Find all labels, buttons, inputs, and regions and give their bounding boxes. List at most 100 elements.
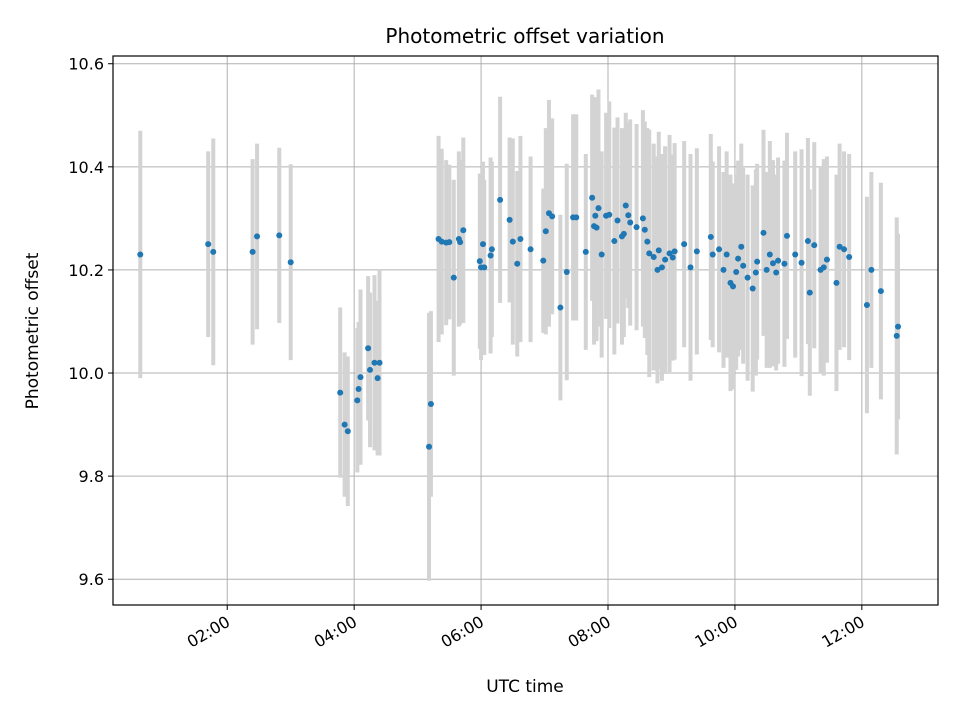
data-point xyxy=(527,246,534,253)
x-tick-label: 02:00 xyxy=(184,612,233,652)
data-point xyxy=(877,288,884,295)
data-point xyxy=(506,216,513,223)
data-point xyxy=(625,212,632,219)
data-point xyxy=(365,345,372,352)
data-point xyxy=(846,254,853,261)
data-point xyxy=(733,268,740,275)
data-point xyxy=(781,260,788,267)
x-axis-label: UTC time xyxy=(486,677,564,697)
data-point xyxy=(479,241,486,248)
x-tick-label: 04:00 xyxy=(311,612,360,652)
x-tick-label: 06:00 xyxy=(438,612,487,652)
data-point xyxy=(836,243,843,250)
data-point xyxy=(446,239,453,246)
data-point xyxy=(730,283,737,290)
data-point xyxy=(614,217,621,224)
data-point xyxy=(374,375,381,382)
data-point xyxy=(542,228,549,235)
data-point xyxy=(811,242,818,249)
data-point xyxy=(893,332,900,339)
data-point xyxy=(481,264,488,271)
data-point xyxy=(868,266,875,273)
data-point xyxy=(639,215,646,222)
data-point xyxy=(720,266,727,273)
data-point xyxy=(476,258,483,265)
data-point xyxy=(582,248,589,255)
data-point xyxy=(276,232,283,239)
data-point xyxy=(549,213,556,220)
data-point xyxy=(589,194,596,201)
x-tick-label: 12:00 xyxy=(818,612,867,652)
y-axis-ticks: 9.6 9.8 10.0 10.2 10.4 10.6 xyxy=(68,55,113,589)
data-point xyxy=(681,241,688,248)
x-tick-label: 08:00 xyxy=(565,612,614,652)
data-point xyxy=(738,243,745,250)
plot-frame xyxy=(112,55,939,606)
y-tick-label: 9.6 xyxy=(79,570,104,589)
data-point xyxy=(666,250,673,257)
data-point xyxy=(457,239,464,246)
data-point xyxy=(376,359,383,366)
data-point xyxy=(592,212,599,219)
data-point xyxy=(723,251,730,258)
data-point xyxy=(687,264,694,271)
data-point xyxy=(735,255,742,262)
data-point xyxy=(716,246,723,253)
data-point xyxy=(650,254,657,261)
data-point xyxy=(895,323,902,330)
data-point xyxy=(563,268,570,275)
data-point xyxy=(460,227,467,234)
data-point xyxy=(611,238,618,245)
data-point xyxy=(487,252,494,259)
data-point xyxy=(622,202,629,209)
data-point xyxy=(770,260,776,267)
data-point xyxy=(573,214,580,221)
data-point xyxy=(773,269,780,276)
data-point xyxy=(669,254,676,261)
data-point xyxy=(823,256,830,263)
data-point xyxy=(210,248,217,255)
data-point xyxy=(740,262,747,269)
data-point xyxy=(595,205,602,212)
data-point xyxy=(249,248,256,255)
data-point xyxy=(367,366,374,373)
data-point xyxy=(488,246,495,253)
data-point xyxy=(598,251,605,258)
data-point xyxy=(606,211,613,218)
data-point xyxy=(450,274,457,281)
data-point xyxy=(693,248,700,255)
data-point xyxy=(287,259,294,266)
data-points xyxy=(137,194,902,450)
y-tick-label: 10.0 xyxy=(68,364,104,383)
data-point xyxy=(620,230,627,237)
data-point xyxy=(371,359,378,366)
data-point xyxy=(426,443,433,450)
data-point xyxy=(540,257,547,264)
y-axis-label: Photometric offset xyxy=(23,252,43,409)
data-point xyxy=(798,259,805,266)
data-point xyxy=(671,248,678,255)
data-point xyxy=(760,229,767,236)
data-point xyxy=(763,266,770,273)
data-point xyxy=(357,374,364,381)
data-point xyxy=(806,289,813,296)
data-point xyxy=(341,421,348,428)
x-axis-ticks: 02:00 04:00 06:00 08:00 10:00 12:00 xyxy=(184,605,868,652)
y-tick-label: 10.4 xyxy=(68,158,104,177)
data-point xyxy=(641,226,648,233)
data-point xyxy=(709,251,716,258)
data-point xyxy=(752,269,759,276)
data-point xyxy=(337,389,344,396)
y-tick-label: 10.2 xyxy=(68,261,104,280)
data-point xyxy=(841,246,848,253)
data-point xyxy=(863,301,870,308)
data-point xyxy=(658,264,665,271)
data-point xyxy=(775,257,782,264)
data-point xyxy=(354,397,361,404)
data-point xyxy=(766,251,773,258)
data-point xyxy=(655,247,662,254)
data-point xyxy=(707,233,714,240)
data-point xyxy=(744,274,751,281)
data-point xyxy=(557,304,564,311)
